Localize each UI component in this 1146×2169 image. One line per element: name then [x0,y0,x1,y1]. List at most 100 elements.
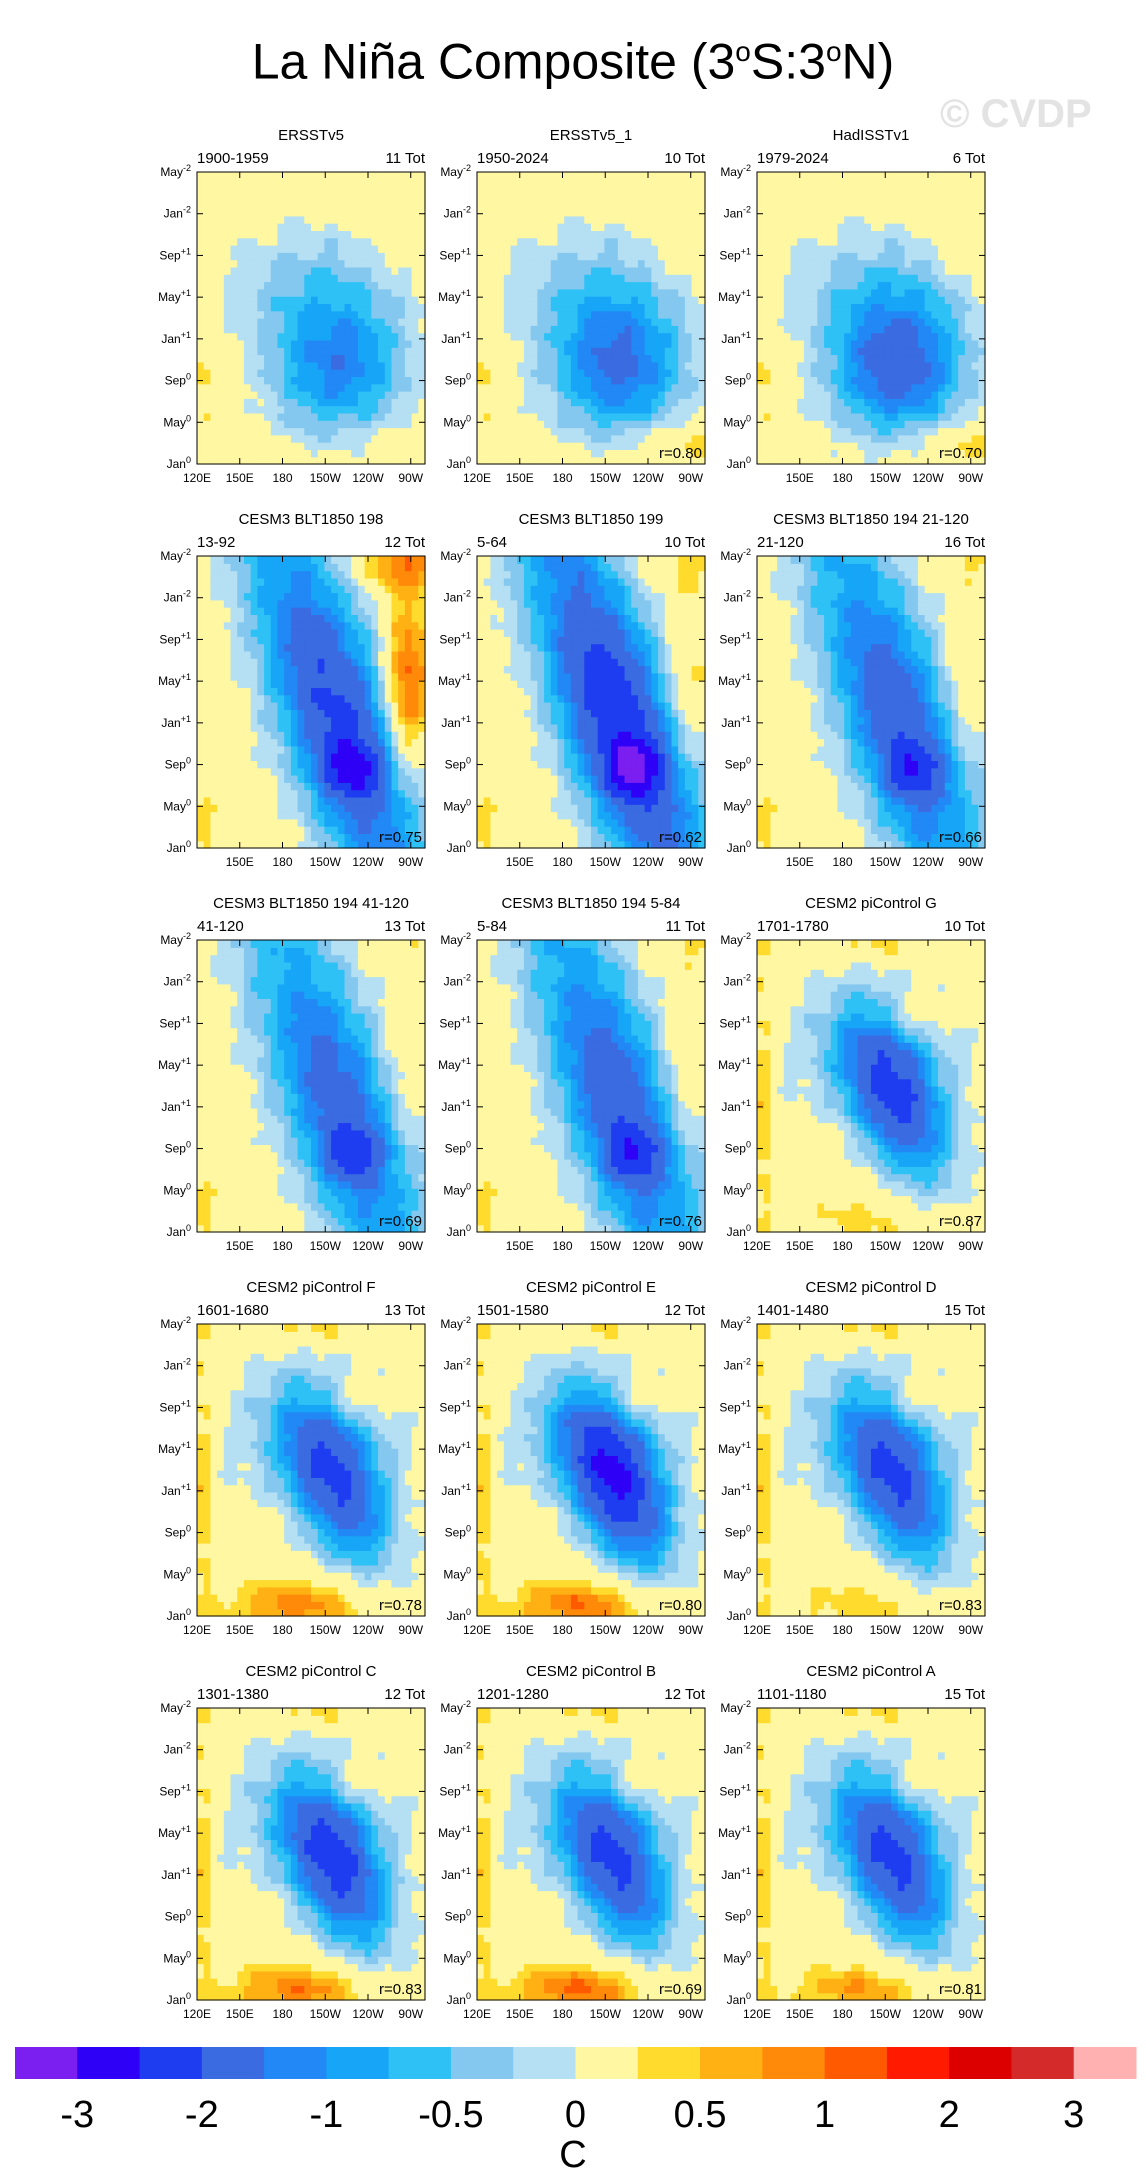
heat-cell [318,457,325,465]
heat-cell [351,347,358,355]
heat-cell [770,245,777,253]
heat-cell [551,223,558,231]
heat-cell [578,340,585,348]
heat-cell [251,201,258,209]
heat-cell [618,384,625,392]
heat-cell [298,790,305,798]
heat-cell [611,267,618,275]
heat-cell [678,245,685,253]
heat-cell [398,724,405,732]
heat-cell [511,413,518,421]
heat-cell [284,282,291,290]
heat-cell [244,194,251,202]
heat-cell [405,449,412,457]
heat-cell [578,267,585,275]
heat-cell [685,376,692,384]
heat-cell [304,442,311,450]
heat-cell [692,340,699,348]
heat-cell [604,442,611,450]
heat-cell [958,318,965,326]
heat-cell [811,369,818,377]
heat-cell [264,333,271,341]
heat-cell [517,172,524,180]
heat-cell [911,449,918,457]
heat-cell [658,289,665,297]
heat-cell [911,194,918,202]
heat-cell [244,731,251,739]
heat-cell [311,449,318,457]
heat-cell [324,826,331,834]
heat-cell [884,435,891,443]
heat-cell [284,753,291,761]
heat-cell [210,340,217,348]
heat-cell [858,311,865,319]
heat-cell [271,311,278,319]
heat-cell [524,194,531,202]
heat-cell [858,260,865,268]
heat-cell [378,340,385,348]
heat-cell [645,289,652,297]
heat-cell [531,369,538,377]
heat-cell [831,274,838,282]
heat-cell [604,318,611,326]
heat-cell [551,216,558,224]
heat-cell [237,362,244,370]
heat-cell [511,318,518,326]
heat-cell [385,333,392,341]
heat-cell [210,333,217,341]
heat-cell [764,179,771,187]
heat-cell [651,282,658,290]
heat-cell [231,238,238,246]
heat-cell [918,209,925,217]
heat-cell [412,709,419,717]
heat-cell [925,194,932,202]
heat-cell [511,267,518,275]
heat-cell [537,333,544,341]
heat-cell [371,731,378,739]
heat-cell [271,797,278,805]
heat-cell [204,260,211,268]
heat-cell [598,333,605,341]
heat-cell [298,325,305,333]
heat-cell [685,282,692,290]
heat-cell [671,230,678,238]
heat-cell [264,369,271,377]
heat-cell [257,435,264,443]
heat-cell [831,201,838,209]
heat-cell [951,398,958,406]
heat-cell [891,457,898,465]
heat-cell [304,695,311,703]
heat-cell [598,194,605,202]
y-tick-label: May-2 [720,163,751,179]
heat-cell [284,449,291,457]
heat-cell [631,194,638,202]
heat-cell [951,376,958,384]
heat-cell [658,420,665,428]
heat-cell [298,209,305,217]
heat-cell [911,318,918,326]
heat-cell [371,325,378,333]
heat-cell [884,347,891,355]
heat-cell [484,347,491,355]
heat-cell [517,325,524,333]
heat-cell [864,420,871,428]
heat-cell [517,230,524,238]
heat-cell [378,457,385,465]
heat-cell [844,384,851,392]
heat-cell [858,369,865,377]
heat-cell [284,362,291,370]
heat-cell [412,296,419,304]
heat-cell [412,702,419,710]
heat-cell [537,384,544,392]
heat-cell [951,201,958,209]
heat-cell [884,406,891,414]
heat-cell [537,398,544,406]
heat-cell [298,252,305,260]
heat-cell [851,391,858,399]
heat-cell [925,289,932,297]
heat-cell [197,282,204,290]
heat-cell [311,724,318,732]
heat-cell [571,340,578,348]
heat-cell [385,172,392,180]
heat-cell [638,201,645,209]
